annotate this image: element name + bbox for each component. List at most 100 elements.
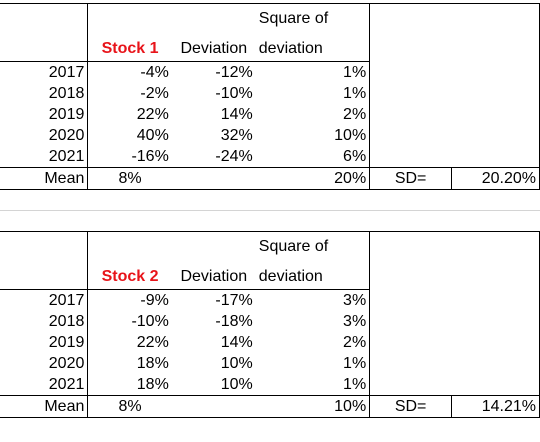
- deviation-cell[interactable]: 10%: [171, 373, 256, 396]
- sd-label[interactable]: SD=: [369, 395, 452, 418]
- stock2-label[interactable]: Stock 2: [87, 261, 172, 290]
- cell-empty[interactable]: [451, 82, 540, 104]
- deviation-header[interactable]: Deviation: [171, 261, 256, 290]
- cell-empty[interactable]: [451, 352, 540, 374]
- stock1-label[interactable]: Stock 1: [87, 33, 172, 62]
- square-header-line2[interactable]: deviation: [255, 33, 370, 62]
- table-row: 2021 -16% -24% 6%: [0, 145, 540, 168]
- sd-value[interactable]: 14.21%: [451, 395, 540, 418]
- square-cell[interactable]: 1%: [343, 63, 367, 81]
- return-cell[interactable]: 18%: [87, 373, 172, 396]
- year-cell[interactable]: 2019: [48, 105, 85, 123]
- cell-empty[interactable]: [369, 331, 452, 353]
- return-cell[interactable]: 40%: [87, 124, 172, 146]
- cell-empty[interactable]: [451, 145, 540, 168]
- year-cell[interactable]: 2021: [0, 145, 88, 168]
- year-cell[interactable]: 2019: [48, 333, 85, 351]
- sd-value[interactable]: 20.20%: [451, 167, 540, 190]
- square-cell[interactable]: 1%: [343, 354, 367, 372]
- deviation-cell[interactable]: 32%: [220, 126, 253, 144]
- cell-empty[interactable]: [369, 289, 452, 311]
- square-cell[interactable]: 1%: [343, 84, 367, 102]
- return-cell[interactable]: 18%: [87, 352, 172, 374]
- year-cell[interactable]: 2020: [48, 126, 85, 144]
- square-cell[interactable]: 2%: [343, 333, 367, 351]
- deviation-cell[interactable]: -17%: [215, 291, 253, 309]
- deviation-cell[interactable]: 14%: [220, 105, 253, 123]
- cell-empty[interactable]: [171, 395, 256, 418]
- cell-empty[interactable]: [369, 124, 452, 146]
- cell-empty[interactable]: [87, 3, 172, 33]
- cell-empty[interactable]: [369, 145, 452, 168]
- cell-empty[interactable]: [0, 261, 88, 290]
- cell-empty[interactable]: [369, 61, 452, 83]
- cell-empty[interactable]: [369, 103, 452, 125]
- cell-empty[interactable]: [451, 289, 540, 311]
- deviation-cell[interactable]: 10%: [220, 354, 253, 372]
- return-cell[interactable]: -16%: [87, 145, 172, 168]
- square-header-line1[interactable]: Square of: [255, 231, 370, 261]
- sd-label[interactable]: SD=: [369, 167, 452, 190]
- table-row: 2017 -9% -17% 3%: [0, 289, 540, 311]
- cell-empty[interactable]: [451, 61, 540, 83]
- cell-empty[interactable]: [87, 231, 172, 261]
- cell-empty[interactable]: [369, 310, 452, 332]
- cell-empty[interactable]: [451, 3, 540, 33]
- year-cell[interactable]: 2018: [48, 84, 85, 102]
- deviation-cell[interactable]: -10%: [215, 84, 253, 102]
- return-cell[interactable]: 22%: [87, 103, 172, 125]
- square-cell[interactable]: 1%: [255, 373, 370, 396]
- deviation-cell[interactable]: -12%: [215, 63, 253, 81]
- cell-empty[interactable]: [451, 310, 540, 332]
- square-cell[interactable]: 3%: [343, 312, 367, 330]
- cell-empty[interactable]: [369, 33, 452, 61]
- cell-empty[interactable]: [369, 261, 452, 289]
- mean-square-cell[interactable]: 10%: [255, 395, 370, 418]
- return-cell[interactable]: -9%: [87, 289, 172, 311]
- deviation-cell[interactable]: -24%: [171, 145, 256, 168]
- mean-square-cell[interactable]: 20%: [255, 167, 370, 190]
- cell-empty[interactable]: [451, 124, 540, 146]
- deviation-header[interactable]: Deviation: [171, 33, 256, 62]
- year-cell[interactable]: 2017: [48, 63, 85, 81]
- deviation-cell[interactable]: 14%: [220, 333, 253, 351]
- return-cell[interactable]: 22%: [87, 331, 172, 353]
- square-cell[interactable]: 3%: [343, 291, 367, 309]
- cell-empty[interactable]: [0, 3, 88, 33]
- return-cell[interactable]: -4%: [87, 61, 172, 83]
- square-cell[interactable]: 6%: [255, 145, 370, 168]
- cell-empty[interactable]: [451, 373, 540, 396]
- cell-empty[interactable]: [451, 231, 540, 261]
- return-cell[interactable]: -10%: [87, 310, 172, 332]
- return-cell[interactable]: -2%: [87, 82, 172, 104]
- cell-empty[interactable]: [0, 231, 88, 261]
- cell-empty[interactable]: [369, 3, 452, 33]
- square-header-line1[interactable]: Square of: [255, 3, 370, 33]
- cell-empty[interactable]: [369, 231, 452, 261]
- cell-empty[interactable]: [451, 331, 540, 353]
- cell-empty[interactable]: [369, 82, 452, 104]
- square-header-line2[interactable]: deviation: [255, 261, 370, 290]
- table-row: 2019 22% 14% 2%: [0, 331, 540, 353]
- mean-return-cell[interactable]: 8%: [87, 395, 172, 418]
- square-cell[interactable]: 2%: [343, 105, 367, 123]
- cell-empty[interactable]: [451, 33, 540, 61]
- mean-label[interactable]: Mean: [0, 395, 88, 418]
- year-cell[interactable]: 2021: [0, 373, 88, 396]
- mean-return-cell[interactable]: 8%: [87, 167, 172, 190]
- cell-empty[interactable]: [451, 261, 540, 289]
- cell-empty[interactable]: [171, 231, 256, 261]
- cell-empty[interactable]: [369, 352, 452, 374]
- square-cell[interactable]: 10%: [334, 126, 367, 144]
- empty-spacer-row[interactable]: [0, 210, 540, 232]
- cell-empty[interactable]: [171, 3, 256, 33]
- cell-empty[interactable]: [369, 373, 452, 396]
- year-cell[interactable]: 2017: [48, 291, 85, 309]
- deviation-cell[interactable]: -18%: [215, 312, 253, 330]
- year-cell[interactable]: 2018: [48, 312, 85, 330]
- cell-empty[interactable]: [451, 103, 540, 125]
- mean-label[interactable]: Mean: [0, 167, 88, 190]
- year-cell[interactable]: 2020: [48, 354, 85, 372]
- cell-empty[interactable]: [0, 33, 88, 62]
- cell-empty[interactable]: [171, 167, 256, 190]
